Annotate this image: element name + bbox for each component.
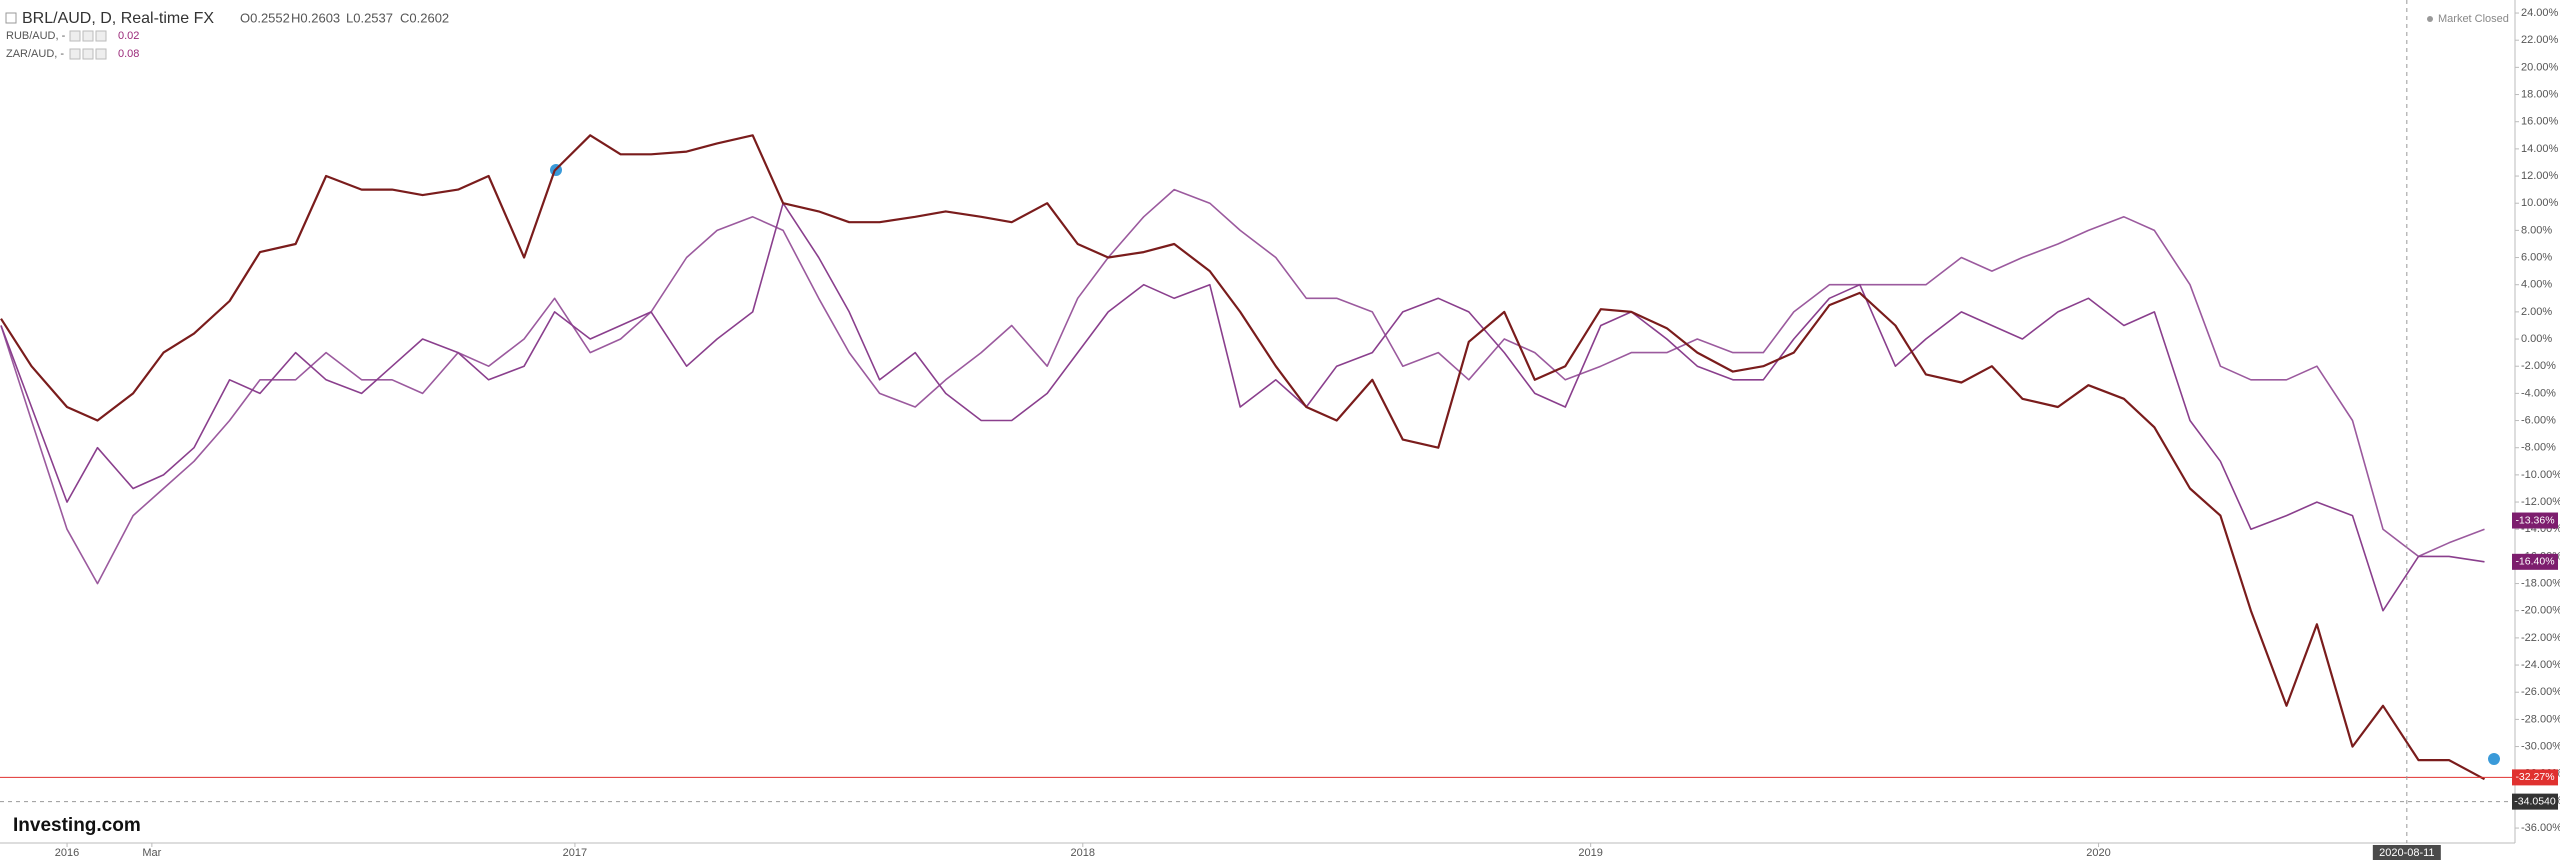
legend-zar: ZAR/AUD, -: [6, 48, 64, 60]
y-tick-label: -20.00%: [2521, 605, 2560, 617]
legend-open: O0.2552: [240, 10, 290, 25]
y-tick-label: 12.00%: [2521, 170, 2559, 182]
x-tick-label: 2020: [2086, 847, 2110, 859]
price-label: -16.40%: [2515, 556, 2554, 568]
x-tick-label: 2017: [563, 847, 587, 859]
collapse-icon[interactable]: [5, 12, 17, 24]
legend-btn[interactable]: [82, 30, 94, 42]
y-tick-label: -12.00%: [2521, 496, 2560, 508]
y-tick-label: 18.00%: [2521, 88, 2559, 100]
logo: Investing.com: [13, 815, 141, 836]
y-tick-label: 4.00%: [2521, 279, 2552, 291]
y-tick-label: -6.00%: [2521, 414, 2556, 426]
series-line: [0, 188, 2485, 585]
y-tick-label: 20.00%: [2521, 61, 2559, 73]
y-tick-label: 6.00%: [2521, 251, 2552, 263]
y-tick-label: 10.00%: [2521, 197, 2559, 209]
legend-zar-value: 0.08: [118, 48, 139, 60]
x-tick-label: 2019: [1578, 847, 1602, 859]
y-tick-label: 22.00%: [2521, 34, 2559, 46]
event-icon[interactable]: [2488, 753, 2500, 765]
y-tick-label: 8.00%: [2521, 224, 2552, 236]
y-tick-label: -24.00%: [2521, 659, 2560, 671]
date-box: [2372, 845, 2441, 860]
y-tick-label: -26.00%: [2521, 686, 2560, 698]
status-dot: [2427, 16, 2433, 22]
y-tick-label: -30.00%: [2521, 740, 2560, 752]
legend-btn[interactable]: [69, 30, 81, 42]
legend-rub: RUB/AUD, -: [6, 30, 66, 42]
price-label: -13.36%: [2515, 514, 2554, 526]
legend-close: C0.2602: [400, 10, 449, 25]
legend-btn[interactable]: [95, 48, 107, 60]
y-tick-label: -8.00%: [2521, 442, 2556, 454]
y-tick-label: -36.00%: [2521, 822, 2560, 834]
x-tick-label: Mar: [142, 847, 161, 859]
legend-btn[interactable]: [82, 48, 94, 60]
legend-main: BRL/AUD, D, Real-time FX: [22, 10, 214, 27]
legend-high: H0.2603: [291, 10, 340, 25]
x-tick-label: 2016: [55, 847, 79, 859]
price-box: [2512, 512, 2558, 529]
legend-low: L0.2537: [346, 10, 393, 25]
y-tick-label: -22.00%: [2521, 632, 2560, 644]
y-tick-label: -28.00%: [2521, 713, 2560, 725]
series-line: [0, 202, 2485, 612]
series-line: [0, 134, 2486, 781]
price-box: [2512, 793, 2558, 810]
y-tick-label: -2.00%: [2521, 360, 2556, 372]
market-status: Market Closed: [2438, 13, 2509, 25]
price-label: -34.0540: [2514, 795, 2556, 807]
date-label: 2020-08-11: [2379, 847, 2434, 859]
y-tick-label: -10.00%: [2521, 469, 2560, 481]
price-label: -32.27%: [2515, 771, 2554, 783]
y-tick-label: 2.00%: [2521, 306, 2552, 318]
y-tick-label: 24.00%: [2521, 7, 2559, 19]
legend-btn[interactable]: [95, 30, 107, 42]
y-tick-label: -4.00%: [2521, 387, 2556, 399]
legend-rub-value: 0.02: [118, 30, 139, 42]
price-box: [2512, 769, 2558, 786]
price-box: [2512, 553, 2558, 570]
legend: BRL/AUD, D, Real-time FX O0.2552 H0.2603…: [5, 10, 449, 60]
y-tick-label: -18.00%: [2521, 577, 2560, 589]
y-tick-label: 14.00%: [2521, 143, 2559, 155]
y-tick-label: 16.00%: [2521, 116, 2559, 128]
y-tick-label: 0.00%: [2521, 333, 2552, 345]
x-tick-label: 2018: [1071, 847, 1095, 859]
legend-btn[interactable]: [69, 48, 81, 60]
